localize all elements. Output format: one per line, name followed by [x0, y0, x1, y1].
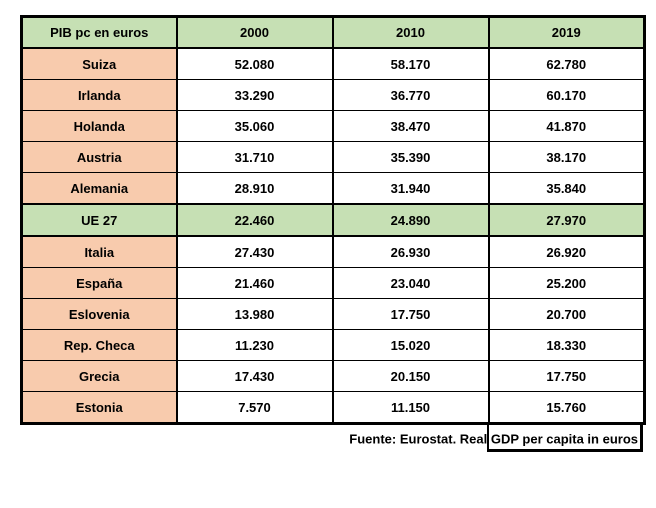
value-cell: 17.750 — [487, 360, 646, 392]
value-cell: 27.430 — [175, 235, 334, 268]
value-cell: 27.970 — [487, 203, 646, 237]
value-cell: 35.060 — [175, 110, 334, 142]
header-cell-year-2010: 2010 — [331, 16, 490, 49]
table-row-eslovenia: Eslovenia 13.980 17.750 20.700 — [20, 298, 646, 330]
gdp-per-capita-table: PIB pc en euros 2000 2010 2019 Suiza 52.… — [20, 15, 646, 425]
value-cell: 60.170 — [487, 79, 646, 111]
value-cell: 18.330 — [487, 329, 646, 361]
table-row-grecia: Grecia 17.430 20.150 17.750 — [20, 360, 646, 392]
table-row-alemania: Alemania 28.910 31.940 35.840 — [20, 172, 646, 205]
footer-cell-border — [487, 425, 643, 452]
value-cell: 20.700 — [487, 298, 646, 330]
value-cell: 26.930 — [331, 235, 490, 268]
value-cell: 31.940 — [331, 172, 490, 205]
row-label-cell: España — [20, 267, 178, 299]
row-label-cell: Suiza — [20, 47, 178, 80]
header-cell-year-2019: 2019 — [487, 16, 646, 49]
table-row-holanda: Holanda 35.060 38.470 41.870 — [20, 110, 646, 142]
value-cell: 62.780 — [487, 47, 646, 80]
header-row: PIB pc en euros 2000 2010 2019 — [20, 16, 646, 49]
table-row-espana: España 21.460 23.040 25.200 — [20, 267, 646, 299]
table-row-austria: Austria 31.710 35.390 38.170 — [20, 141, 646, 173]
table-row-ue27-highlighted: UE 27 22.460 24.890 27.970 — [20, 203, 646, 237]
value-cell: 17.430 — [175, 360, 334, 392]
header-cell-year-2000: 2000 — [175, 16, 334, 49]
value-cell: 36.770 — [331, 79, 490, 111]
value-cell: 15.760 — [487, 391, 646, 424]
value-cell: 23.040 — [331, 267, 490, 299]
table-row-rep-checa: Rep. Checa 11.230 15.020 18.330 — [20, 329, 646, 361]
table-row-irlanda: Irlanda 33.290 36.770 60.170 — [20, 79, 646, 111]
row-label-cell: Holanda — [20, 110, 178, 142]
table-row-suiza: Suiza 52.080 58.170 62.780 — [20, 47, 646, 80]
value-cell: 33.290 — [175, 79, 334, 111]
value-cell: 35.390 — [331, 141, 490, 173]
row-label-cell: Alemania — [20, 172, 178, 205]
value-cell: 11.150 — [331, 391, 490, 424]
row-label-cell: Estonia — [20, 391, 178, 424]
row-label-cell: Italia — [20, 235, 178, 268]
value-cell: 13.980 — [175, 298, 334, 330]
row-label-cell: UE 27 — [20, 203, 178, 237]
value-cell: 41.870 — [487, 110, 646, 142]
value-cell: 35.840 — [487, 172, 646, 205]
row-label-cell: Eslovenia — [20, 298, 178, 330]
row-label-cell: Grecia — [20, 360, 178, 392]
header-cell-title: PIB pc en euros — [20, 16, 178, 49]
row-label-cell: Rep. Checa — [20, 329, 178, 361]
source-note: Fuente: Eurostat. Real GDP per capita in… — [349, 431, 638, 446]
row-label-cell: Austria — [20, 141, 178, 173]
value-cell: 28.910 — [175, 172, 334, 205]
value-cell: 31.710 — [175, 141, 334, 173]
value-cell: 20.150 — [331, 360, 490, 392]
value-cell: 52.080 — [175, 47, 334, 80]
row-label-cell: Irlanda — [20, 79, 178, 111]
table-row-italia: Italia 27.430 26.930 26.920 — [20, 235, 646, 268]
value-cell: 15.020 — [331, 329, 490, 361]
value-cell: 24.890 — [331, 203, 490, 237]
value-cell: 22.460 — [175, 203, 334, 237]
footer-row: Fuente: Eurostat. Real GDP per capita in… — [20, 425, 643, 452]
value-cell: 58.170 — [331, 47, 490, 80]
value-cell: 38.470 — [331, 110, 490, 142]
value-cell: 38.170 — [487, 141, 646, 173]
value-cell: 11.230 — [175, 329, 334, 361]
value-cell: 17.750 — [331, 298, 490, 330]
table-row-estonia: Estonia 7.570 11.150 15.760 — [20, 391, 646, 424]
value-cell: 26.920 — [487, 235, 646, 268]
value-cell: 21.460 — [175, 267, 334, 299]
value-cell: 25.200 — [487, 267, 646, 299]
value-cell: 7.570 — [175, 391, 334, 424]
gdp-table-container: PIB pc en euros 2000 2010 2019 Suiza 52.… — [20, 15, 646, 452]
